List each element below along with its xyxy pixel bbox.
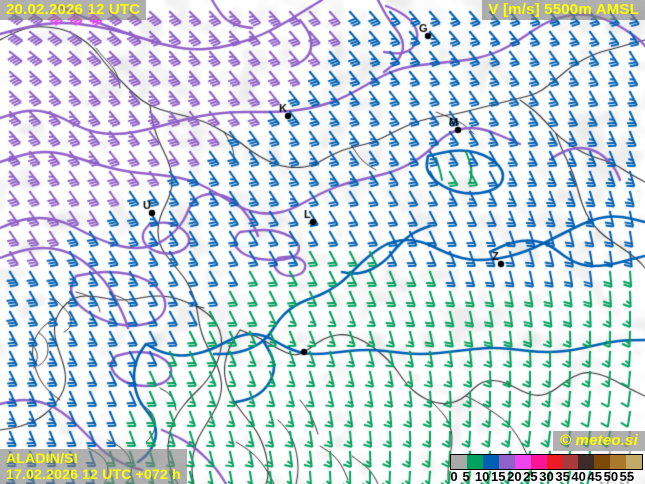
colorbar-swatch [530, 455, 547, 469]
colorbar-tick: 25 [523, 469, 538, 484]
copyright-label: © meteo.si [552, 431, 645, 451]
colorbar-swatch [451, 455, 467, 469]
colorbar-swatch [610, 455, 627, 469]
model-name-label: ALADIN/SI [6, 450, 78, 466]
colorbar-swatch [594, 455, 611, 469]
colorbar-swatch [514, 455, 531, 469]
colorbar-tick: 0 [450, 469, 458, 484]
model-run-label: 17.02.2026 12 UTC +072 h [6, 466, 181, 482]
colorbar-tick: 20 [507, 469, 522, 484]
colorbar-swatch [482, 455, 499, 469]
colorbar-swatch [546, 455, 563, 469]
colorbar-swatch [578, 455, 595, 469]
parameter-label: V [m/s] 5500m AMSL [482, 0, 645, 20]
colorbar-tick: 35 [555, 469, 570, 484]
colorbar-swatch [498, 455, 515, 469]
colorbar-swatch [466, 455, 483, 469]
colorbar-swatch [562, 455, 579, 469]
valid-time-label: 20.02.2026 12 UTC [0, 0, 147, 20]
colorbar-legend: 0 5 10 15 20 25 30 35 40 45 50 55 [450, 454, 645, 484]
colorbar-tick-labels: 0 5 10 15 20 25 30 35 40 45 50 55 [450, 470, 643, 484]
colorbar-tick: 45 [587, 469, 602, 484]
colorbar-tick: 55 [619, 469, 635, 484]
colorbar-tick: 30 [539, 469, 554, 484]
colorbar-tick: 5 [462, 469, 470, 484]
colorbar-tick: 15 [491, 469, 506, 484]
colorbar-swatches [450, 454, 643, 470]
colorbar-swatch [626, 455, 643, 469]
model-info-box: ALADIN/SI 17.02.2026 12 UTC +072 h [0, 449, 187, 484]
colorbar-tick: 50 [603, 469, 619, 484]
colorbar-tick: 40 [571, 469, 586, 484]
colorbar-tick: 10 [474, 469, 490, 484]
